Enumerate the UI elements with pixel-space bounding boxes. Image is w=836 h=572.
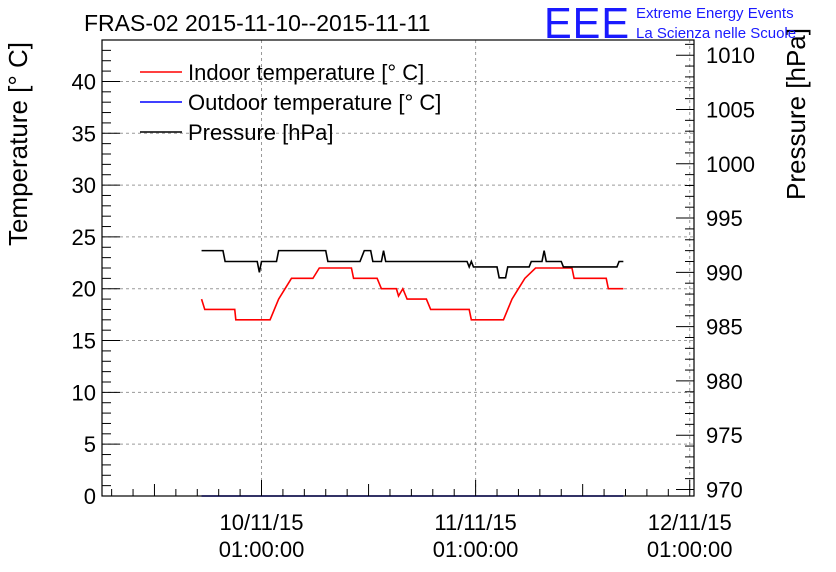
x-tick-label-date-1: 11/11/15 [434, 510, 516, 535]
legend: Indoor temperature [° C] Outdoor tempera… [140, 60, 441, 145]
y-axis-title: Temperature [° C] [3, 42, 33, 246]
eee-logo: EEE Extreme Energy Events La Scienza nel… [544, 0, 796, 48]
y2-tick-label-1005: 1005 [706, 97, 755, 122]
y-tick-label-20: 20 [72, 277, 96, 302]
x-tick-label-date-2: 12/11/15 [648, 510, 732, 535]
y2-tick-label-985: 985 [706, 315, 743, 340]
y2-axis-title: Pressure [hPa] [781, 28, 811, 200]
y2-tick-label-1010: 1010 [706, 43, 755, 68]
x-tick-label-time-1: 01:00:00 [433, 537, 519, 562]
logo-line2: La Scienza nelle Scuole [636, 25, 796, 42]
logo-mark: EEE [544, 0, 630, 48]
legend-label-outdoor: Outdoor temperature [° C] [188, 90, 441, 115]
y2-tick-label-995: 995 [706, 206, 743, 231]
legend-label-pressure: Pressure [hPa] [188, 120, 334, 145]
legend-label-indoor: Indoor temperature [° C] [188, 60, 424, 85]
y2-tick-label-970: 970 [706, 477, 743, 502]
x-tick-label-date-0: 10/11/15 [220, 510, 304, 535]
y-tick-label-25: 25 [72, 225, 96, 250]
y-tick-label-5: 5 [84, 432, 96, 457]
axis-ticks [102, 43, 694, 497]
chart-title: FRAS-02 2015-11-10--2015-11-11 [84, 10, 430, 36]
x-tick-label-time-0: 01:00:00 [219, 537, 305, 562]
y-tick-label-35: 35 [72, 121, 96, 146]
series-line-0 [200, 267, 624, 321]
y-tick-label-40: 40 [72, 69, 96, 94]
y2-tick-label-1000: 1000 [706, 152, 755, 177]
tick-labels: 0 5 10 15 20 25 30 35 40 970 975 980 985 990 995 1000 10… [72, 43, 755, 562]
y-tick-label-0: 0 [84, 484, 96, 509]
y-tick-label-15: 15 [72, 329, 96, 354]
series-lines [200, 249, 624, 497]
logo-line1: Extreme Energy Events [636, 5, 794, 22]
y-tick-label-30: 30 [72, 173, 96, 198]
grid-lines [102, 40, 694, 496]
y2-tick-label-990: 990 [706, 260, 743, 285]
y2-tick-label-980: 980 [706, 369, 743, 394]
x-tick-label-time-2: 01:00:00 [647, 537, 733, 562]
y2-tick-label-975: 975 [706, 423, 743, 448]
y-tick-label-10: 10 [72, 380, 96, 405]
series-line-2 [201, 249, 624, 279]
